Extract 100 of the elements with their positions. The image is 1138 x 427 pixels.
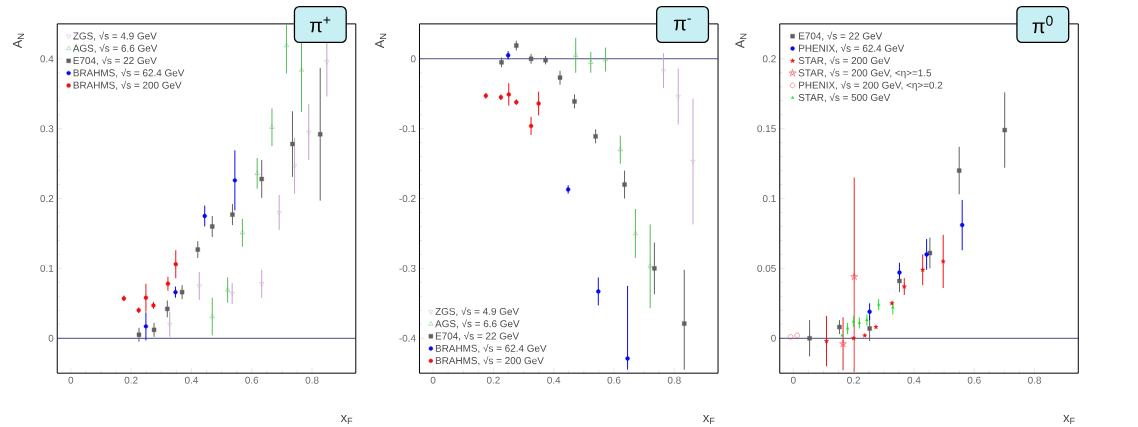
point [173,261,178,267]
legend-label: E704, √s = 22 GeV [799,31,883,41]
x-tick-label: 0.8 [667,376,681,384]
point [225,287,231,292]
point [202,213,207,219]
point [837,324,842,330]
y-axis-title: A$_{N}$ [12,33,24,49]
point [924,252,929,257]
x-tick-label: 0.6 [607,376,621,384]
point [210,224,215,229]
y-tick-label: -0.1 [399,125,416,133]
point [956,168,962,173]
y-tick-label: 0 [771,334,776,342]
x-tick-label: 0.2 [847,376,861,384]
point [897,270,902,275]
legend-label: BRAHMS, √s = 200 GeV [435,356,544,366]
point [824,338,829,343]
point [927,250,933,256]
x-tick-label: 0 [430,376,436,384]
point [690,159,696,165]
point [557,75,563,80]
y-tick-label: 0 [48,334,54,342]
point [867,326,872,331]
point [857,320,861,324]
legend-label: ZGS, √s = 4.9 GeV [435,306,520,316]
annotation: π$^{+}$ [309,16,331,33]
legend-label: AGS, √s = 6.6 GeV [72,43,158,53]
y-tick-label: 0.15 [757,125,776,133]
point [794,332,800,338]
point [318,131,323,137]
point [850,272,859,280]
point [259,282,265,287]
x-tick-label: 0.6 [245,376,259,384]
point [807,335,812,341]
point [254,170,260,175]
point [290,141,295,147]
point [259,176,264,181]
y-tick-label: 0.1 [762,194,776,202]
legend-label: STAR, √s = 200 GeV, <η>=1.5 [798,68,932,79]
x-tick-label: 0 [790,376,796,384]
y-tick-label: 0.3 [40,125,54,133]
point [617,146,623,151]
point [151,327,157,332]
point [179,289,185,295]
point [230,212,235,217]
y-axis-title: A$_{N}$ [735,33,747,49]
x-axis-title: x$_{F}$ [1063,414,1075,424]
x-tick-label: 0.4 [907,376,921,384]
point [269,124,275,129]
y-tick-label: 0.2 [762,55,776,63]
x-axis-title: x$_{F}$ [702,414,715,424]
legend-label: BRAHMS, √s = 62.4 GeV [73,68,185,78]
point [528,123,534,128]
point [901,283,907,289]
legend-label: E704, √s = 22 GeV [73,55,157,66]
point [167,322,173,327]
point [852,319,856,323]
y-tick-label: 0.2 [40,194,54,202]
point [306,130,312,135]
point [196,284,202,289]
point [143,324,149,329]
point [232,178,238,183]
x-tick-label: 0.4 [184,376,199,384]
y-tick-label: -0.2 [399,194,416,202]
point [276,210,282,216]
point [165,281,171,286]
legend-label: STAR, √s = 200 GeV [798,55,891,66]
point [536,101,541,106]
point [622,182,627,187]
point [891,305,895,309]
point [588,59,594,64]
point [867,309,872,314]
x-tick-label: 0.4 [547,376,561,384]
annotation: π$^{0}$ [1032,15,1053,34]
point [682,321,687,326]
point [960,222,965,228]
point [573,52,579,57]
point [788,334,794,340]
point [661,69,666,74]
legend-label: STAR, √s = 500 GeV [798,92,891,103]
legend-label: PHENIX, √s = 62.4 GeV [799,43,905,53]
point [846,326,850,330]
x-tick-label: 0.8 [305,376,319,384]
point [1002,127,1007,133]
point [865,318,869,321]
y-tick-label: 0.4 [40,55,54,63]
y-tick-label: 0.1 [40,264,54,272]
y-tick-label: 0.05 [757,264,776,272]
y-tick-label: -0.4 [399,334,416,342]
point [239,229,245,235]
x-tick-label: 0.8 [1028,376,1042,384]
legend-label: BRAHMS, √s = 62.4 GeV [435,343,547,353]
y-axis-title: A$_{N}$ [375,33,387,49]
point [143,295,149,300]
point [136,332,142,337]
point [596,289,601,294]
legend-label: E704, √s = 22 GeV [435,331,520,341]
legend-label: PHENIX, √s = 200 GeV, <η>=0.2 [799,80,943,91]
point [675,94,681,100]
point [299,67,304,72]
